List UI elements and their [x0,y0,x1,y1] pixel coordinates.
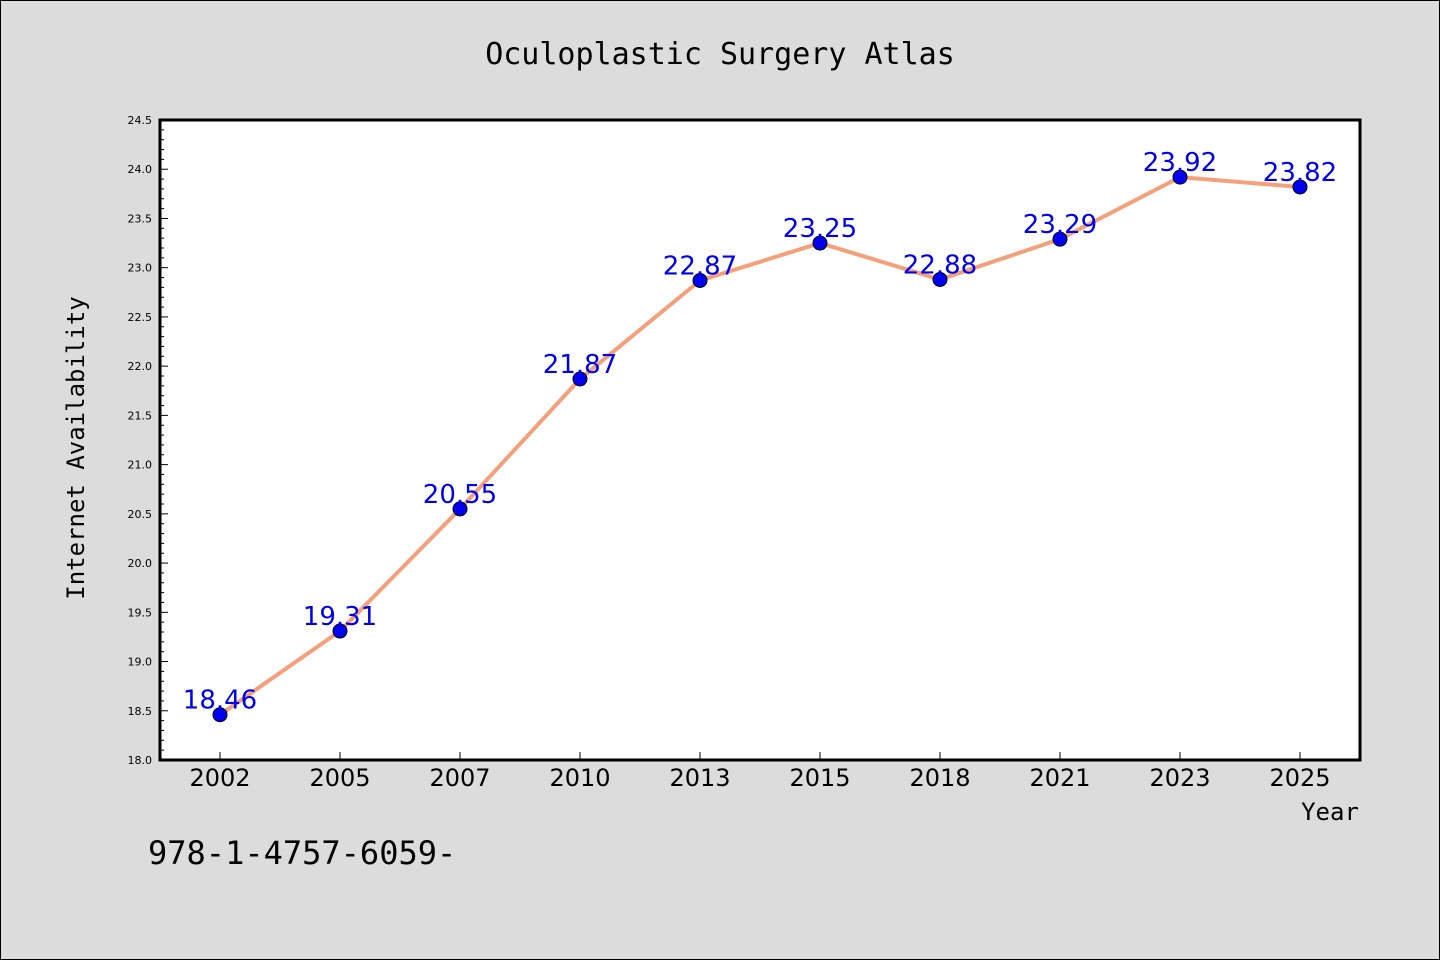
x-tick-label: 2015 [789,764,850,792]
x-tick-label: 2025 [1269,764,1330,792]
y-tick-label: 21.0 [128,459,153,472]
data-point [1292,179,1308,195]
y-tick-label: 18.0 [128,754,153,767]
x-axis: 2002 2005 2007 2010 2013 2015 2018 2021 2023 2025 [189,752,1331,792]
data-label: 19.31 [303,602,377,632]
data-point [932,272,948,288]
data-point [1172,169,1188,185]
y-axis-label: Internet Availability [62,296,90,599]
y-tick-label: 18.5 [128,705,153,718]
data-label: 22.87 [663,251,737,281]
x-tick-label: 2018 [909,764,970,792]
data-label: 23.25 [783,214,857,244]
data-label: 23.92 [1143,148,1217,178]
x-tick-label: 2023 [1149,764,1210,792]
y-tick-label: 24.0 [128,163,153,176]
y-tick-label: 22.5 [128,311,153,324]
x-tick-label: 2002 [189,764,250,792]
x-axis-label: Year [1301,798,1359,826]
x-tick-label: 2005 [309,764,370,792]
y-tick-label: 24.5 [128,114,153,127]
y-tick-label: 22.0 [128,360,153,373]
data-point [452,501,468,517]
data-label: 20.55 [423,480,497,510]
y-tick-label: 23.0 [128,262,153,275]
y-tick-label: 19.0 [128,656,153,669]
data-point [692,272,708,288]
data-label: 23.82 [1263,158,1337,188]
y-tick-label: 19.5 [128,606,153,619]
data-point [332,623,348,639]
series-line-group: 18.46 19.31 20.55 21.87 22.87 23.25 22.88 23.29… [183,148,1337,723]
data-point [572,371,588,387]
y-tick-label: 23.5 [128,212,153,225]
series-line [218,175,1302,717]
data-label: 18.46 [183,686,257,716]
x-tick-label: 2021 [1029,764,1090,792]
x-tick-label: 2013 [669,764,730,792]
data-label: 21.87 [543,350,617,380]
plot-area [158,118,1362,762]
data-point [812,235,828,251]
y-tick-label: 21.5 [128,409,153,422]
y-axis: 18.0 18.5 19.0 19.5 20.0 20.5 21.0 21.5 22.0 22.5… [128,114,168,767]
data-label: 23.29 [1023,210,1097,240]
y-tick-label: 20.5 [128,508,153,521]
y-tick-label: 20.0 [128,557,153,570]
data-point [1052,231,1068,247]
isbn-text: 978-1-4757-6059- [148,834,456,872]
x-tick-label: 2010 [549,764,610,792]
chart-title: Oculoplastic Surgery Atlas [485,37,955,72]
x-tick-label: 2007 [429,764,490,792]
data-label: 22.88 [903,251,977,281]
data-point [212,707,228,723]
